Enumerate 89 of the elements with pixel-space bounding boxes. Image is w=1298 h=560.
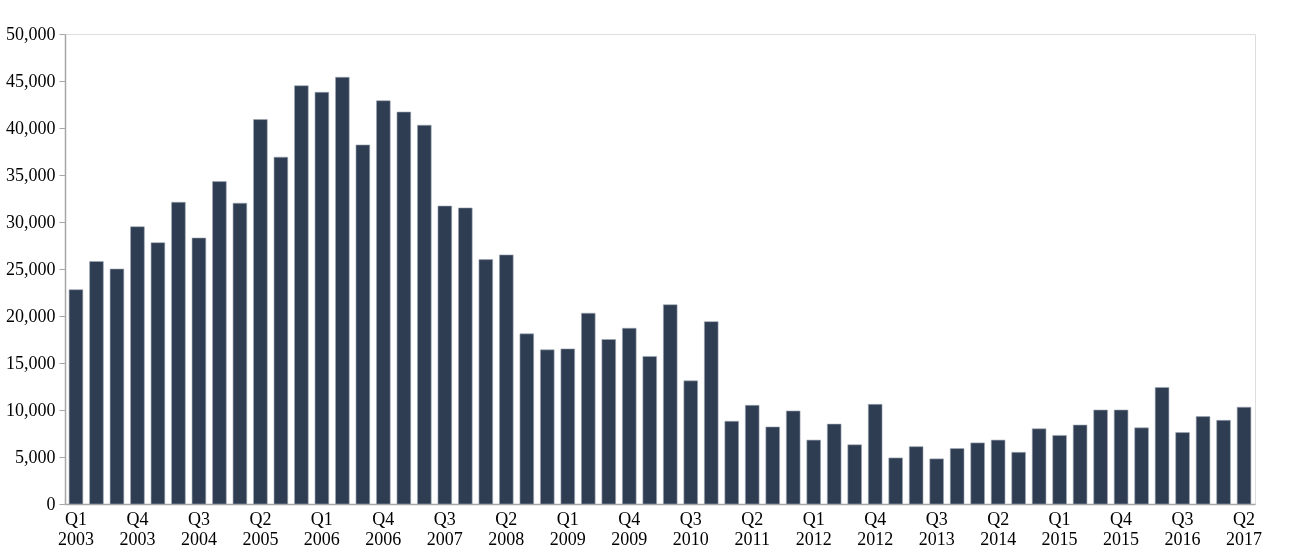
bar xyxy=(273,156,289,505)
x-tick-label: Q4 2012 xyxy=(857,508,894,549)
bar xyxy=(376,100,391,505)
y-tick-label: 30,000 xyxy=(6,211,56,232)
bar xyxy=(1175,432,1190,505)
x-tick-label: Q2 2017 xyxy=(1226,508,1263,549)
bar xyxy=(212,181,227,505)
x-tick-label: Q3 2010 xyxy=(672,508,709,549)
bar xyxy=(1093,409,1108,505)
bar xyxy=(663,304,678,505)
y-tick-label: 35,000 xyxy=(6,164,56,185)
x-tick-label: Q1 2006 xyxy=(303,508,340,549)
bar xyxy=(89,261,104,505)
y-tick-label: 50,000 xyxy=(6,23,56,44)
x-tick-label: Q4 2006 xyxy=(365,508,402,549)
bar xyxy=(191,237,207,505)
bar xyxy=(1113,409,1129,505)
bar xyxy=(130,226,145,505)
bar xyxy=(1134,427,1149,505)
y-tick-label: 10,000 xyxy=(6,399,56,420)
x-tick-label: Q3 2013 xyxy=(918,508,955,549)
y-tick-label: 15,000 xyxy=(6,352,56,373)
x-tick-label: Q2 2005 xyxy=(242,508,279,549)
bar xyxy=(990,439,1006,505)
bar xyxy=(560,348,575,505)
bar xyxy=(908,446,924,505)
bar xyxy=(1031,428,1047,505)
x-tick-label: Q2 2014 xyxy=(980,508,1017,549)
bar xyxy=(540,349,555,505)
bar xyxy=(1154,387,1170,505)
bar xyxy=(335,76,350,505)
bar xyxy=(704,321,719,505)
x-tick-label: Q1 2015 xyxy=(1041,508,1078,549)
bar xyxy=(1072,424,1088,505)
bar xyxy=(396,111,412,505)
bar xyxy=(868,404,883,505)
x-tick-label: Q4 2009 xyxy=(611,508,648,549)
bar xyxy=(1236,406,1252,505)
bar xyxy=(519,333,534,505)
y-tick-label: 0 xyxy=(46,493,56,514)
x-tick-label: Q1 2012 xyxy=(795,508,832,549)
bar xyxy=(786,410,801,505)
bar xyxy=(1216,420,1231,505)
bar xyxy=(478,259,493,505)
bar xyxy=(888,457,903,505)
bar xyxy=(458,207,473,505)
bar xyxy=(806,439,821,505)
y-tick-label: 20,000 xyxy=(6,305,56,326)
bar xyxy=(847,444,862,505)
bar xyxy=(683,380,698,505)
bar xyxy=(827,423,842,505)
bar xyxy=(745,405,760,505)
bar xyxy=(724,420,739,505)
bar xyxy=(294,85,309,505)
bar xyxy=(622,327,637,505)
x-tick-label: Q4 2015 xyxy=(1103,508,1140,549)
x-tick-label: Q3 2007 xyxy=(426,508,463,549)
bar xyxy=(68,289,84,505)
bar xyxy=(765,426,780,505)
x-tick-label: Q1 2009 xyxy=(549,508,586,549)
bar xyxy=(232,202,248,505)
bar xyxy=(253,119,268,505)
x-tick-label: Q2 2008 xyxy=(488,508,525,549)
bar xyxy=(437,205,452,505)
bar xyxy=(150,242,166,505)
bar xyxy=(1195,416,1211,505)
y-tick-label: 5,000 xyxy=(15,446,56,467)
bar xyxy=(499,254,514,505)
bar xyxy=(601,339,616,505)
bar xyxy=(314,91,330,505)
bar xyxy=(1011,452,1026,505)
bar xyxy=(171,201,186,505)
bar xyxy=(642,356,657,505)
x-tick-label: Q3 2004 xyxy=(180,508,217,549)
y-tick-label: 40,000 xyxy=(6,117,56,138)
bar xyxy=(1052,435,1067,505)
y-tick-label: 45,000 xyxy=(6,70,56,91)
x-tick-label: Q1 2003 xyxy=(57,508,94,549)
bar xyxy=(417,124,432,505)
bar xyxy=(109,268,125,505)
y-tick-label: 25,000 xyxy=(6,258,56,279)
bar xyxy=(355,144,371,505)
x-tick-label: Q4 2003 xyxy=(119,508,156,549)
bar xyxy=(970,442,985,505)
bar xyxy=(581,312,596,505)
bar xyxy=(949,448,965,505)
x-tick-label: Q2 2011 xyxy=(734,508,770,549)
bar xyxy=(929,458,944,505)
x-tick-label: Q3 2016 xyxy=(1164,508,1201,549)
